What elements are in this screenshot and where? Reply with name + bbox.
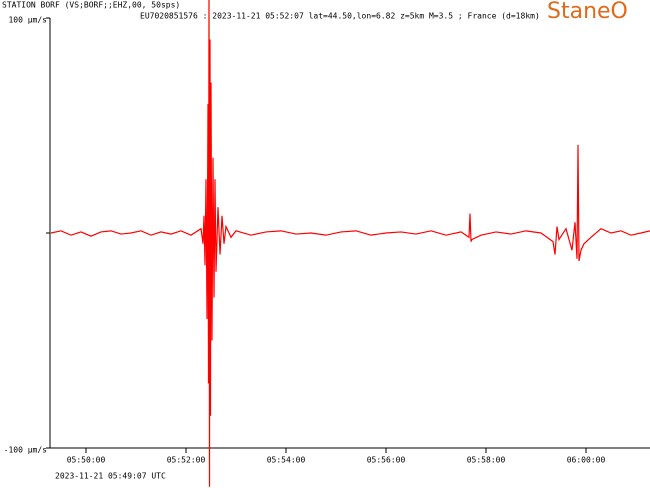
y-tick-label: 100 µm/s [8,16,47,25]
x-tick-label: 05:56:00 [367,456,406,465]
y-tick-label: -100 µm/s [4,446,48,455]
x-tick-label: 05:52:00 [167,456,206,465]
x-tick-label: 06:00:00 [567,456,606,465]
x-tick-label: 05:50:00 [67,456,106,465]
chart-subtitle: EU7020851576 : 2023-11-21 05:52:07 lat=4… [140,12,540,21]
chart-title: STATION BORF (VS;BORF;;EHZ,00, 50sps) [2,1,180,10]
seismogram-trace [50,0,650,487]
x-tick-label: 05:54:00 [267,456,306,465]
start-label: 2023-11-21 05:49:07 UTC [55,472,166,481]
x-tick-label: 05:58:00 [467,456,506,465]
logo: StaneO [547,0,628,24]
